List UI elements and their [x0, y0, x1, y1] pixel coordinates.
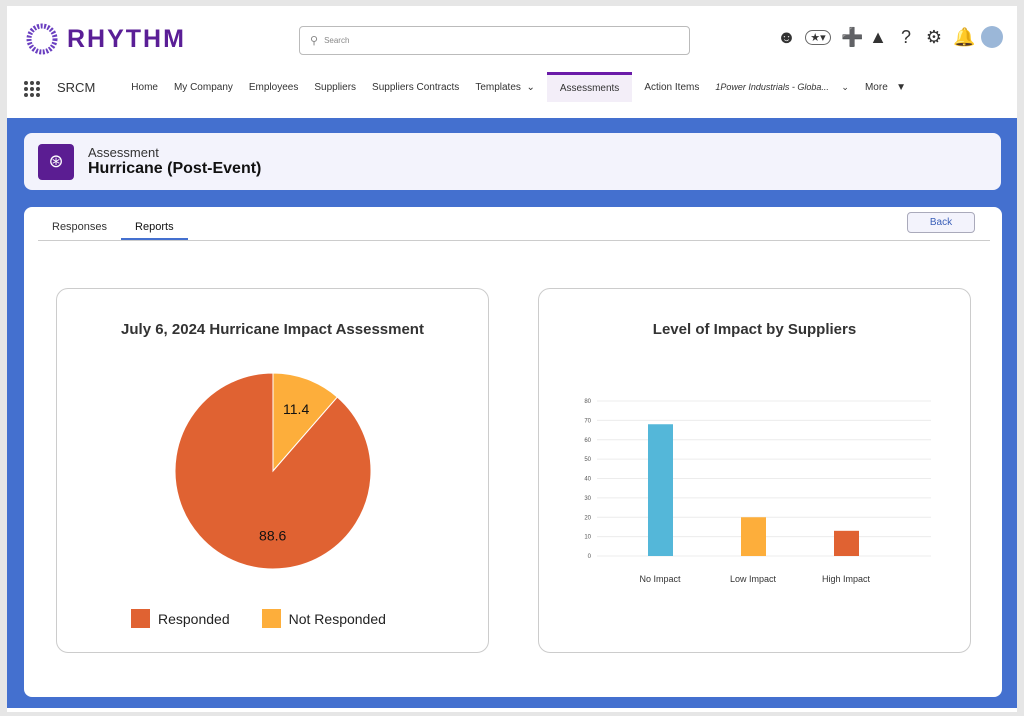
page-title: Hurricane (Post-Event) [88, 160, 262, 177]
nav-templates[interactable]: Templates ⌄ [467, 72, 543, 102]
y-tick-label: 80 [584, 399, 591, 405]
app-window: RHYTHM ⚲ Search ☻ ★▾ ➕ ▲ ? ⚙ 🔔 SRCM Home… [7, 6, 1017, 712]
tab-reports[interactable]: Reports [121, 217, 188, 240]
record-header: ⊛ Assessment Hurricane (Post-Event) [24, 133, 1001, 190]
pie-data-label: 11.4 [283, 401, 309, 417]
legend-item-responded: Responded [131, 609, 230, 628]
bar-chart-title: Level of Impact by Suppliers [652, 321, 857, 338]
search-placeholder: Search [324, 36, 350, 45]
nav-more-label: More [864, 81, 888, 93]
chevron-down-icon[interactable]: ⌄ [526, 81, 535, 93]
nav-suppliers-contracts[interactable]: Suppliers Contracts [372, 81, 460, 93]
y-tick-label: 0 [588, 554, 592, 560]
brand-name: RHYTHM [67, 24, 186, 53]
y-tick-label: 50 [584, 457, 591, 463]
nav-more[interactable]: More ▼ [857, 72, 914, 102]
x-tick-label: High Impact [822, 574, 871, 584]
bar-chart-panel: Level of Impact by Suppliers 0 10 20 30 40 50… [538, 288, 971, 653]
app-name: SRCM [57, 79, 96, 95]
search-input[interactable]: ⚲ Search [299, 26, 690, 55]
settings-icon[interactable]: ⚙ [925, 26, 943, 47]
help-icon[interactable]: ? [900, 26, 911, 47]
y-tick-label: 10 [584, 535, 591, 541]
pie-slice-responded[interactable] [174, 372, 372, 570]
chevron-down-icon[interactable]: ⌄ [841, 81, 849, 92]
legend-label: Responded [158, 610, 230, 627]
page-body: ⊛ Assessment Hurricane (Post-Event) Resp… [7, 118, 1017, 708]
pie-chart-title: July 6, 2024 Hurricane Impact Assessment [121, 321, 424, 338]
nav-templates-label: Templates [475, 81, 521, 93]
y-tick-label: 70 [584, 418, 591, 424]
pie-data-label: 88.6 [259, 527, 286, 543]
trailhead-icon[interactable]: ▲ [869, 26, 887, 47]
bar-chart: 0 10 20 30 40 50 60 70 80 No Impact Low Impact High… [584, 399, 931, 584]
pie-chart: 11.4 88.6 [174, 372, 372, 570]
favorites-icon[interactable]: ★▾ [805, 29, 831, 45]
nav-suppliers[interactable]: Suppliers [314, 81, 357, 93]
pie-chart-panel: July 6, 2024 Hurricane Impact Assessment… [56, 288, 489, 653]
pie-slice-not-responded[interactable] [272, 372, 339, 473]
bar-low-impact[interactable] [741, 517, 766, 556]
legend-swatch [261, 609, 281, 628]
logo[interactable]: RHYTHM [25, 22, 186, 56]
tab-bar: Responses Reports [38, 217, 990, 241]
y-tick-label: 40 [584, 477, 591, 483]
add-icon[interactable]: ➕ [841, 26, 864, 47]
bar-high-impact[interactable] [834, 530, 859, 556]
y-tick-label: 60 [584, 438, 591, 444]
content-card: Responses Reports Back July 6, 2024 Hurr… [24, 207, 1002, 697]
nav-record-tab[interactable]: 1Power Industrials - Globa... ⌄ [707, 72, 857, 102]
nav-action-items[interactable]: Action Items [644, 81, 700, 93]
nav-record-label: 1Power Industrials - Globa... [715, 82, 829, 92]
nav-assessments[interactable]: Assessments [546, 72, 633, 102]
nav-my-company[interactable]: My Company [173, 81, 233, 93]
legend-item-not-responded: Not Responded [261, 609, 386, 628]
caret-down-icon: ▼ [896, 81, 907, 93]
pie-legend: Responded Not Responded [131, 609, 386, 628]
legend-label: Not Responded [288, 610, 386, 627]
x-tick-label: Low Impact [730, 574, 777, 584]
y-tick-label: 30 [584, 496, 591, 502]
y-tick-label: 20 [584, 515, 591, 521]
bell-icon[interactable]: 🔔 [953, 26, 976, 47]
avatar[interactable] [981, 26, 1003, 48]
legend-swatch [131, 609, 150, 628]
nav-bar: SRCM Home My Company Employees Suppliers… [7, 72, 1017, 102]
tab-responses[interactable]: Responses [52, 221, 108, 233]
logo-ring-icon [26, 23, 58, 55]
search-icon: ⚲ [310, 35, 319, 47]
nav-employees[interactable]: Employees [248, 81, 299, 93]
record-object-label: Assessment [88, 145, 159, 160]
x-tick-label: No Impact [639, 574, 681, 584]
hurricane-icon: ⊛ [38, 143, 74, 180]
agent-icon[interactable]: ☻ [777, 26, 796, 47]
back-button[interactable]: Back [907, 212, 975, 233]
bar-no-impact[interactable] [648, 424, 673, 556]
app-launcher-icon[interactable] [24, 81, 40, 97]
nav-home[interactable]: Home [131, 81, 158, 93]
